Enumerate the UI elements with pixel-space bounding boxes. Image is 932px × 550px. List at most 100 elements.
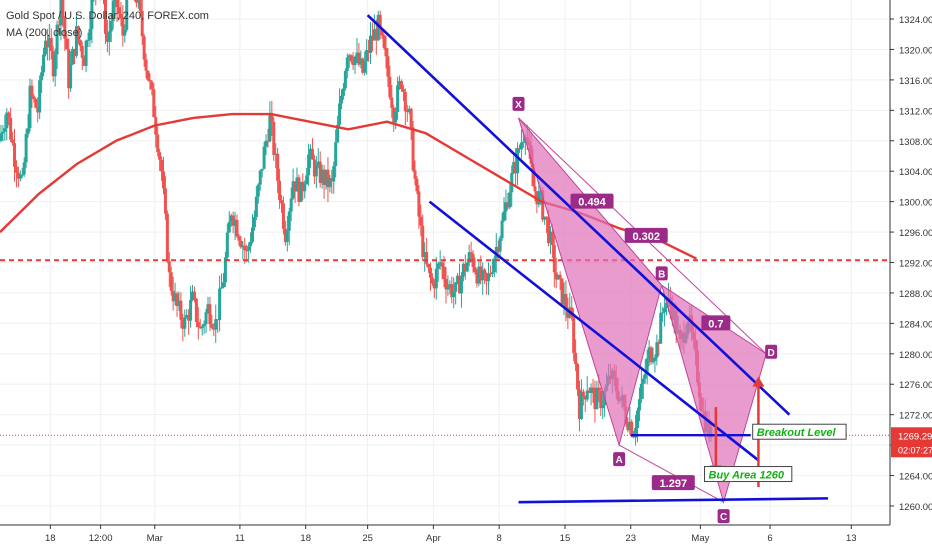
candle-body bbox=[396, 85, 400, 112]
candle-body bbox=[585, 390, 589, 400]
candle-body bbox=[512, 161, 516, 174]
candle-body bbox=[11, 139, 15, 144]
candle-body bbox=[63, 18, 67, 39]
candle-body bbox=[220, 287, 224, 289]
candle-body bbox=[198, 327, 202, 329]
price-tick-label: 1292.00 bbox=[899, 259, 932, 270]
time-tick-label: 23 bbox=[625, 533, 636, 544]
candle-body bbox=[506, 202, 510, 208]
candle-body bbox=[403, 91, 407, 112]
candle-body bbox=[428, 267, 432, 278]
candle-body bbox=[148, 80, 152, 82]
candle-body bbox=[398, 81, 402, 86]
candle-body bbox=[262, 146, 266, 169]
candle-body bbox=[483, 269, 487, 274]
up-arrow-head bbox=[752, 376, 765, 387]
candle-body bbox=[487, 273, 491, 282]
candle-body bbox=[281, 203, 285, 229]
candle-body bbox=[109, 21, 113, 32]
grid-lines bbox=[0, 0, 890, 525]
candle-body bbox=[202, 324, 206, 327]
price-axis: 1260.001264.001268.001272.001276.001280.… bbox=[889, 0, 932, 550]
candle-body bbox=[173, 293, 177, 302]
candle-body bbox=[496, 246, 500, 252]
candle-body bbox=[274, 153, 278, 155]
candle-body bbox=[187, 314, 191, 321]
candle-body bbox=[599, 390, 603, 409]
candle-body bbox=[84, 40, 88, 66]
candle-body bbox=[566, 309, 570, 318]
candle-body bbox=[312, 159, 316, 177]
candle-body bbox=[113, 0, 117, 1]
candle-body bbox=[442, 266, 446, 279]
candle-body bbox=[467, 252, 471, 263]
candle-body bbox=[475, 272, 479, 284]
candle-body bbox=[438, 262, 442, 264]
point-label-box bbox=[655, 266, 668, 281]
time-tick-label: Apr bbox=[426, 533, 441, 544]
candle-body bbox=[347, 55, 351, 58]
candle-body bbox=[105, 33, 109, 42]
time-tick-label: 15 bbox=[560, 533, 571, 544]
candle-body bbox=[119, 13, 123, 19]
candle-body bbox=[51, 51, 55, 77]
candle-body bbox=[249, 241, 253, 247]
point-label: X bbox=[515, 100, 522, 111]
candle-body bbox=[322, 169, 326, 185]
candle-body bbox=[471, 253, 475, 268]
candle-body bbox=[334, 142, 338, 166]
candle-body bbox=[3, 128, 7, 132]
price-axis-bg bbox=[890, 0, 932, 550]
indicator-label[interactable]: MA (200, close) bbox=[6, 27, 83, 39]
time-tick-label: 12:00 bbox=[89, 533, 113, 544]
candle-body bbox=[13, 143, 17, 167]
time-tick-label: 18 bbox=[300, 533, 311, 544]
candle-body bbox=[247, 246, 251, 251]
breakout-level-label-box bbox=[752, 423, 847, 440]
candle-body bbox=[488, 273, 492, 275]
candle-body bbox=[363, 61, 367, 73]
candle-body bbox=[541, 190, 545, 220]
candle-body bbox=[59, 0, 63, 26]
candle-body bbox=[401, 89, 405, 92]
price-tick-label: 1296.00 bbox=[899, 228, 932, 239]
candle-body bbox=[270, 113, 274, 122]
candle-body bbox=[309, 148, 313, 155]
candle-body bbox=[16, 172, 20, 179]
candle-body bbox=[456, 275, 460, 283]
candle-body bbox=[160, 159, 164, 172]
candle-body bbox=[465, 262, 469, 272]
candle-body bbox=[179, 300, 183, 320]
candle-body bbox=[392, 107, 396, 123]
candle-body bbox=[212, 327, 216, 330]
candle-body bbox=[88, 29, 92, 40]
candle-body bbox=[43, 40, 47, 55]
point-label-box bbox=[765, 344, 778, 359]
candle-body bbox=[268, 113, 272, 142]
candle-body bbox=[305, 175, 309, 185]
candle-body bbox=[562, 293, 566, 305]
ratio-label-box bbox=[651, 475, 695, 491]
candle-body bbox=[301, 181, 305, 192]
candle-body bbox=[595, 387, 599, 410]
candle-body bbox=[320, 169, 324, 183]
candle-body bbox=[378, 14, 382, 30]
candle-body bbox=[430, 277, 434, 284]
candle-body bbox=[626, 422, 630, 431]
candle-body bbox=[134, 0, 138, 3]
candle-body bbox=[293, 181, 297, 192]
candle-body bbox=[189, 300, 193, 321]
candle-body bbox=[241, 245, 245, 248]
candle-body bbox=[458, 275, 462, 294]
candle-body bbox=[250, 227, 254, 242]
candle-body bbox=[225, 232, 229, 258]
candle-body bbox=[204, 312, 208, 325]
candle-body bbox=[628, 421, 632, 431]
symbol-title[interactable]: Gold Spot / U.S. Dollar, 240, FOREX.com bbox=[6, 10, 209, 22]
candle-body bbox=[376, 14, 380, 41]
candle-body bbox=[45, 40, 49, 48]
price-tick-label: 1272.00 bbox=[899, 411, 932, 422]
candle-body bbox=[227, 221, 231, 233]
candle-body bbox=[576, 364, 580, 390]
